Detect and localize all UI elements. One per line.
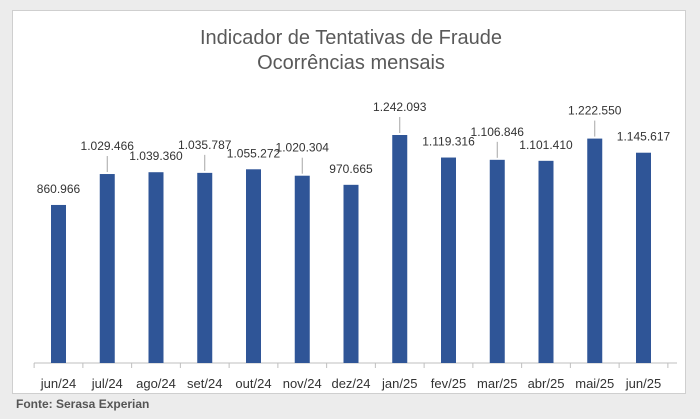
- bar: [294, 175, 310, 363]
- bar-value-label: 970.665: [329, 162, 373, 176]
- bar: [197, 172, 213, 363]
- x-tick-label: mar/25: [477, 376, 517, 391]
- bar: [538, 160, 554, 363]
- bar-value-label: 860.966: [37, 182, 81, 196]
- x-tick-label: jun/24: [40, 376, 76, 391]
- bar: [51, 204, 66, 363]
- bar-value-label: 1.039.360: [129, 149, 183, 163]
- bar-value-label: 1.029.466: [81, 139, 135, 153]
- bar: [246, 169, 261, 363]
- bar: [441, 157, 456, 363]
- x-tick-label: nov/24: [283, 376, 322, 391]
- bar: [343, 184, 359, 363]
- x-tick-label: ago/24: [136, 376, 176, 391]
- bar-value-label: 1.035.787: [178, 138, 232, 152]
- bar-value-label: 1.242.093: [373, 100, 427, 114]
- x-tick-label: jun/25: [625, 376, 661, 391]
- x-tick-label: jan/25: [381, 376, 417, 391]
- chart-canvas: Indicador de Tentativas de Fraude Ocorrê…: [33, 27, 677, 391]
- bar-value-label: 1.055.272: [227, 146, 281, 160]
- x-tick-label: out/24: [235, 376, 271, 391]
- x-tick-label: dez/24: [331, 376, 370, 391]
- bar: [392, 135, 408, 363]
- bar: [636, 152, 651, 363]
- x-tick-label: fev/25: [431, 376, 466, 391]
- bar-value-label: 1.101.410: [519, 138, 573, 152]
- x-tick-label: mai/25: [575, 376, 614, 391]
- bar-value-label: 1.119.316: [422, 135, 475, 149]
- bar: [148, 172, 164, 363]
- bar: [99, 174, 115, 363]
- bar: [489, 159, 505, 363]
- bar-value-label: 1.020.304: [276, 141, 330, 155]
- x-tick-label: set/24: [187, 376, 222, 391]
- x-tick-label: abr/25: [528, 376, 565, 391]
- source-note: Fonte: Serasa Experian: [16, 397, 150, 411]
- bar-value-label: 1.145.617: [617, 130, 671, 144]
- chart-frame: Indicador de Tentativas de Fraude Ocorrê…: [12, 10, 686, 394]
- chart-title: Indicador de Tentativas de Fraude: [200, 27, 502, 49]
- bar-value-label: 1.106.846: [471, 125, 525, 139]
- bar-value-label: 1.222.550: [568, 104, 622, 118]
- x-tick-label: jul/24: [91, 376, 123, 391]
- bar: [587, 138, 603, 363]
- chart-subtitle: Ocorrências mensais: [257, 52, 445, 74]
